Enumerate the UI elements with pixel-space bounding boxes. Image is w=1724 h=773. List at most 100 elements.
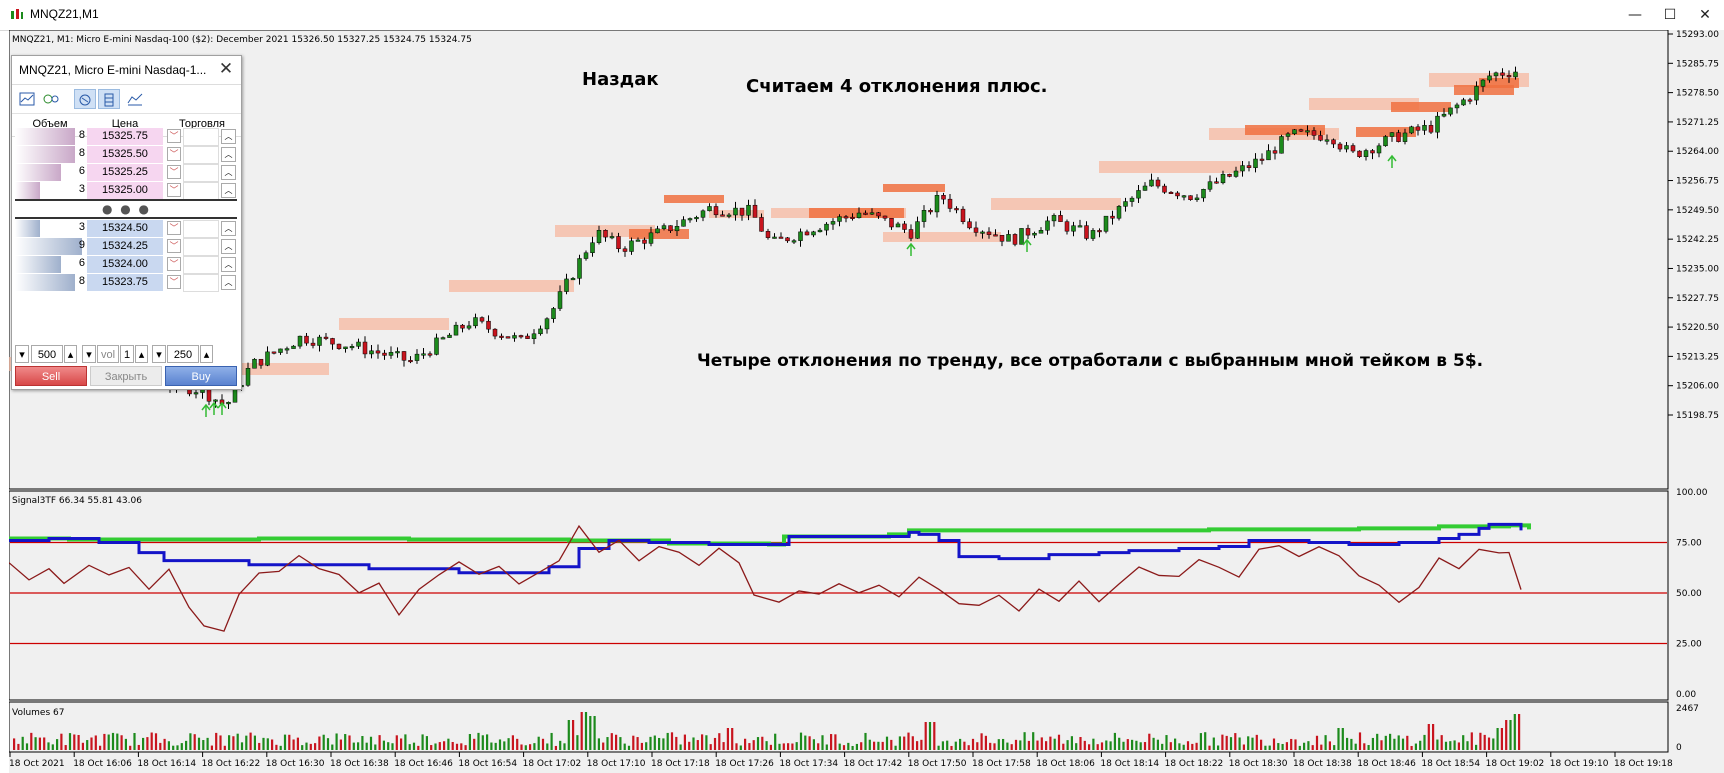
candle-body [479, 317, 485, 322]
volume-bar [735, 743, 738, 750]
buy-order-button[interactable]: ︿ [221, 275, 236, 290]
volume-bar [189, 733, 192, 750]
volume-bar [1075, 743, 1078, 750]
buy-order-button[interactable]: ︿ [221, 183, 236, 198]
volume-bar [739, 745, 742, 750]
sell-button[interactable]: Sell [15, 366, 87, 386]
minimize-button[interactable]: — [1628, 7, 1642, 23]
volume-bar [185, 740, 188, 750]
volume-bar [1122, 741, 1125, 750]
volume-bar [473, 738, 476, 750]
qty2-up-button[interactable]: ▴ [200, 345, 213, 363]
volume-bar [137, 744, 140, 750]
vol-up-button[interactable]: ▴ [135, 345, 148, 363]
volume-bar [477, 732, 480, 750]
qty1-down-button[interactable]: ▾ [15, 345, 29, 363]
close-position-button[interactable]: Закрыть [90, 366, 162, 386]
chart-canvas[interactable]: 15293.00 15285.75 15278.50 15271.25 15264.00… [9, 30, 1724, 773]
volume-bar [1264, 745, 1267, 750]
volume-bar [391, 743, 394, 750]
candle [453, 321, 459, 336]
qty2-down-button[interactable]: ▾ [152, 345, 166, 363]
volume-bar [954, 741, 957, 750]
ladder-view-icon[interactable] [98, 89, 120, 109]
volume-bar [1397, 735, 1400, 750]
buy-button[interactable]: Buy [165, 366, 237, 386]
sell-order-button[interactable]: ﹀ [167, 147, 181, 161]
buy-order-button[interactable]: ︿ [221, 257, 236, 272]
candle-body [505, 336, 511, 339]
sell-order-button[interactable]: ﹀ [167, 221, 181, 235]
buy-order-button[interactable]: ︿ [221, 147, 236, 162]
depth-close-button[interactable]: ✕ [218, 59, 234, 79]
volume-bar [193, 734, 196, 750]
candle [310, 338, 316, 349]
sell-order-button[interactable]: ﹀ [167, 275, 181, 289]
candle [648, 226, 654, 247]
trade-cell[interactable] [183, 274, 219, 292]
row-price: 15324.25 [87, 238, 163, 255]
ask-row[interactable]: 3 15325.00 ﹀ ︿ [15, 181, 237, 200]
volume-bar [666, 732, 669, 750]
volume-bar [232, 736, 235, 750]
ask-row[interactable]: 8 15325.75 ﹀ ︿ [15, 127, 237, 146]
close-window-button[interactable]: ✕ [1699, 7, 1711, 23]
depth-view-icon[interactable] [74, 89, 96, 109]
time-tick-label: 18 Oct 18:06 [1036, 759, 1095, 769]
volume-bar [15, 146, 75, 163]
sell-order-button[interactable]: ﹀ [167, 257, 181, 271]
qty1-up-button[interactable]: ▴ [64, 345, 77, 363]
candle [616, 232, 621, 253]
trade-cell[interactable] [183, 220, 219, 238]
candle [330, 337, 335, 350]
volume-bar [1174, 738, 1177, 750]
buy-order-button[interactable]: ︿ [221, 165, 236, 180]
qty1-input[interactable]: 500 [31, 345, 63, 363]
volume-bar [847, 742, 850, 750]
vol-down-button[interactable]: ▾ [82, 345, 96, 363]
depth-of-market-window[interactable]: MNQZ21, Micro E-mini Nasdaq-1... ✕ Объем… [11, 55, 242, 390]
volume-bar [154, 733, 158, 750]
candle-body [635, 239, 641, 242]
trade-cell[interactable] [183, 164, 219, 182]
time-tick-label: 18 Oct 16:06 [73, 759, 132, 769]
volume-bar [38, 737, 41, 750]
chart-header: MNQZ21, M1: Micro E-mini Nasdaq-100 ($2)… [12, 35, 472, 45]
trade-chart-icon[interactable] [124, 89, 146, 109]
buy-order-button[interactable]: ︿ [221, 129, 236, 144]
trade-cell[interactable] [183, 182, 219, 200]
tick-settings-icon[interactable] [40, 89, 62, 109]
candle-body [609, 236, 615, 239]
volume-bar [658, 737, 661, 750]
maximize-button[interactable]: ☐ [1663, 7, 1677, 23]
buy-order-button[interactable]: ︿ [221, 239, 236, 254]
ask-row[interactable]: 8 15325.50 ﹀ ︿ [15, 145, 237, 164]
bid-row[interactable]: 3 15324.50 ﹀ ︿ [15, 219, 237, 238]
trade-cell[interactable] [183, 128, 219, 146]
bid-row[interactable]: 6 15324.00 ﹀ ︿ [15, 255, 237, 274]
volume-bar [950, 745, 953, 750]
qty2-input[interactable]: 250 [167, 345, 199, 363]
sell-order-button[interactable]: ﹀ [167, 183, 181, 197]
candle [564, 273, 569, 295]
bid-row[interactable]: 9 15324.25 ﹀ ︿ [15, 237, 237, 256]
volume-bar [1384, 735, 1387, 750]
sell-order-button[interactable]: ﹀ [167, 165, 181, 179]
chart-area[interactable]: 15293.00 15285.75 15278.50 15271.25 15264.00… [9, 30, 1724, 773]
bid-row[interactable]: 8 15323.75 ﹀ ︿ [15, 273, 237, 292]
trade-cell[interactable] [183, 146, 219, 164]
candle [642, 237, 647, 250]
vol-input[interactable]: 1 [120, 345, 134, 363]
candle [252, 358, 257, 369]
sell-order-button[interactable]: ﹀ [167, 129, 181, 143]
candle-body [648, 232, 654, 244]
ask-row[interactable]: 6 15325.25 ﹀ ︿ [15, 163, 237, 182]
sell-order-button[interactable]: ﹀ [167, 239, 181, 253]
trade-cell[interactable] [183, 256, 219, 274]
time-tick-label: 18 Oct 16:54 [458, 759, 517, 769]
chart-view-icon[interactable] [16, 89, 38, 109]
trade-cell[interactable] [183, 238, 219, 256]
candle [499, 333, 504, 340]
buy-order-button[interactable]: ︿ [221, 221, 236, 236]
volume-bar [559, 740, 562, 750]
